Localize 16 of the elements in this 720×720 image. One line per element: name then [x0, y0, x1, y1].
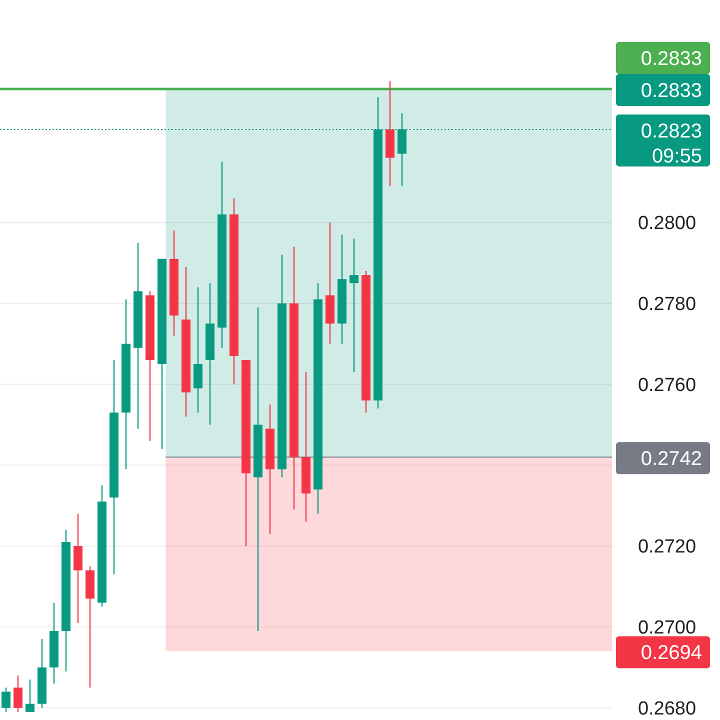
y-tick-label: 0.2780 — [638, 294, 696, 316]
candlestick — [350, 238, 358, 373]
candlestick — [26, 678, 34, 713]
ref-line-label: 0.2833 — [640, 48, 702, 70]
y-tick-label: 0.2760 — [638, 374, 696, 396]
candlestick — [2, 687, 10, 713]
y-tick-label: 0.2680 — [638, 698, 696, 720]
y-tick-label: 0.2720 — [638, 536, 696, 558]
band-label: 0.2694 — [640, 642, 702, 664]
ref-line-label: 0.2742 — [640, 448, 702, 470]
y-tick-label: 0.2800 — [638, 213, 696, 234]
ref-line-label: 0.2823 — [640, 120, 702, 142]
text: 09:55 — [652, 145, 702, 168]
band-label: 0.2833 — [640, 80, 702, 102]
y-tick-label: 0.2700 — [638, 618, 696, 639]
candlestick — [14, 674, 22, 713]
